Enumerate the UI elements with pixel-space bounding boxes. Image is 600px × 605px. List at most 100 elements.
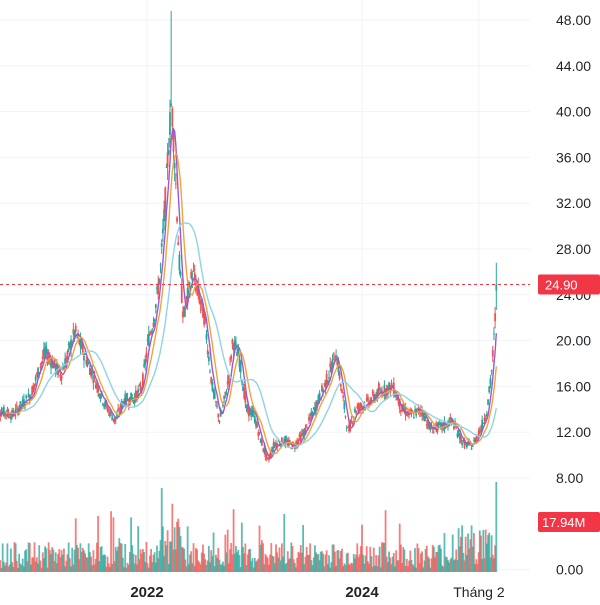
candle-body (472, 446, 474, 447)
candle-body (227, 381, 229, 384)
candle-body (25, 396, 27, 398)
grid-lines (0, 0, 530, 572)
candle-body (361, 406, 363, 407)
candle-body (193, 270, 195, 271)
candle-body (485, 418, 487, 419)
candle-body (157, 285, 159, 295)
candle-body (206, 334, 208, 339)
candle-body (199, 296, 201, 303)
candle-body (42, 357, 44, 359)
candle-body (297, 440, 299, 443)
candle-body (149, 334, 151, 335)
candle-body (158, 279, 160, 284)
price-candles (0, 11, 497, 463)
candle-body (455, 428, 457, 429)
candle-body (378, 387, 380, 393)
volume-bar (110, 511, 112, 572)
y-tick-label: 8.00 (556, 470, 583, 486)
x-tick-label: 2022 (130, 584, 163, 600)
x-tick-label: 2024 (345, 584, 379, 600)
candle-body (168, 150, 170, 153)
candle-body (360, 403, 362, 408)
candle-body (108, 409, 110, 411)
candle-body (151, 330, 153, 331)
candle-body (171, 108, 173, 126)
candle-body (109, 412, 111, 416)
candle-body (200, 303, 202, 304)
candle-body (153, 323, 155, 327)
candle-body (491, 370, 493, 371)
candle-body (34, 384, 36, 385)
y-tick-label: 0.00 (556, 562, 583, 578)
y-tick-label: 44.00 (556, 58, 591, 74)
candle-body (143, 364, 145, 366)
candle-body (178, 255, 180, 270)
candle-body (367, 396, 369, 400)
candle-body (352, 423, 354, 424)
price-tags: 24.90 17.94M (538, 274, 600, 532)
last-volume-label: 17.94M (542, 515, 585, 530)
candle-body (309, 418, 311, 419)
candle-body (482, 423, 484, 424)
candle-body (162, 229, 164, 233)
candle-body (208, 357, 210, 362)
candle-body (460, 438, 462, 443)
last-price-label: 24.90 (545, 277, 578, 292)
candle-body (487, 399, 489, 404)
candle-body (413, 417, 415, 418)
candle-body (92, 381, 94, 383)
candle-body (169, 112, 171, 135)
candle-body (329, 364, 331, 367)
candle-body (144, 359, 146, 364)
candle-body (217, 414, 219, 417)
candle-body (65, 358, 67, 362)
candle-body (391, 383, 393, 386)
candle-body (215, 401, 217, 402)
candle-body (235, 343, 237, 344)
candle-body (350, 421, 352, 423)
candle-body (272, 450, 274, 452)
candle-body (39, 367, 41, 368)
candle-body (261, 440, 263, 445)
candle-body (16, 405, 18, 406)
candle-body (308, 417, 310, 420)
candle-body (138, 385, 140, 386)
candle-body (409, 410, 411, 411)
y-tick-label: 36.00 (556, 149, 591, 165)
candle-body (333, 352, 335, 354)
candle-body (254, 416, 256, 423)
candle-body (214, 393, 216, 399)
candle-body (100, 397, 102, 399)
y-tick-label: 48.00 (556, 12, 591, 28)
candle-body (173, 131, 175, 151)
candle-body (342, 396, 344, 398)
candle-body (161, 243, 163, 247)
volume-bars (0, 482, 497, 572)
candle-body (166, 167, 168, 168)
candle-body (259, 432, 261, 433)
candle-body (346, 427, 348, 428)
candle-body (340, 384, 342, 387)
candle-body (406, 414, 408, 416)
candle-body (493, 334, 495, 335)
candle-body (495, 284, 497, 290)
y-tick-label: 40.00 (556, 104, 591, 120)
price-axis[interactable]: 48.0044.0040.0036.0032.0028.0024.0020.00… (556, 12, 591, 578)
candle-body (32, 385, 34, 392)
candle-body (471, 448, 473, 449)
candle-body (461, 443, 463, 445)
y-tick-label: 32.00 (556, 195, 591, 211)
candle-body (148, 334, 150, 346)
candle-body (480, 429, 482, 430)
candle-body (137, 389, 139, 392)
candle-body (306, 424, 308, 425)
candle-body (488, 386, 490, 392)
candle-body (75, 326, 77, 332)
candle-body (117, 409, 119, 411)
candle-body (146, 353, 148, 357)
candle-body (175, 183, 177, 184)
candle-body (160, 265, 162, 266)
